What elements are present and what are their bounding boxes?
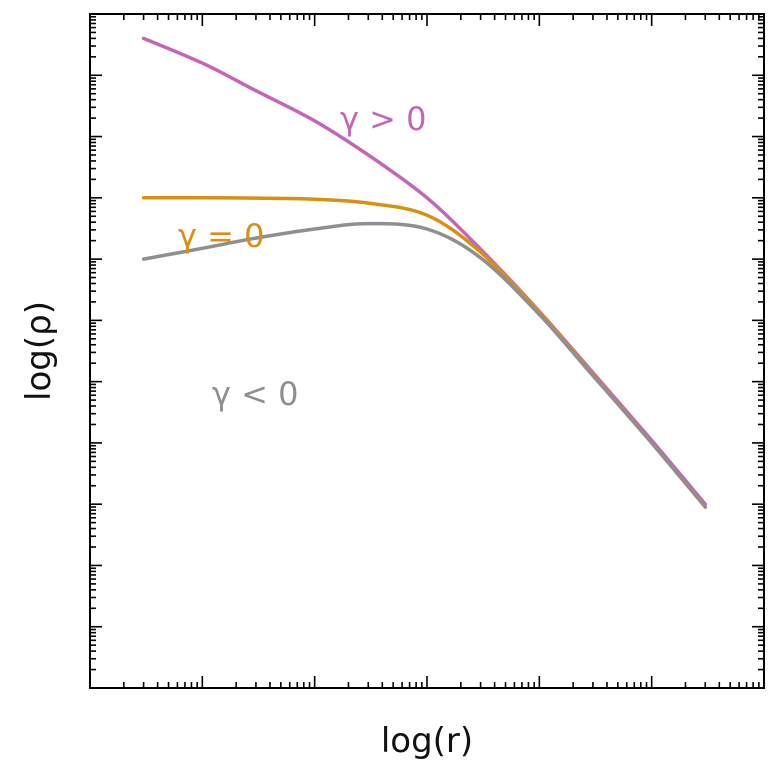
- annotation-gamma-negative: γ < 0: [212, 375, 298, 413]
- annotation-gamma-zero: γ = 0: [178, 217, 264, 255]
- y-axis-label: log(ρ): [19, 301, 59, 401]
- curves: [141, 36, 708, 509]
- plot-frame: [89, 13, 765, 689]
- axis-ticks: [89, 13, 765, 689]
- x-axis-label: log(r): [381, 721, 473, 761]
- series-line-gamma-negative: [141, 221, 708, 509]
- annotation-gamma-positive: γ > 0: [340, 100, 426, 138]
